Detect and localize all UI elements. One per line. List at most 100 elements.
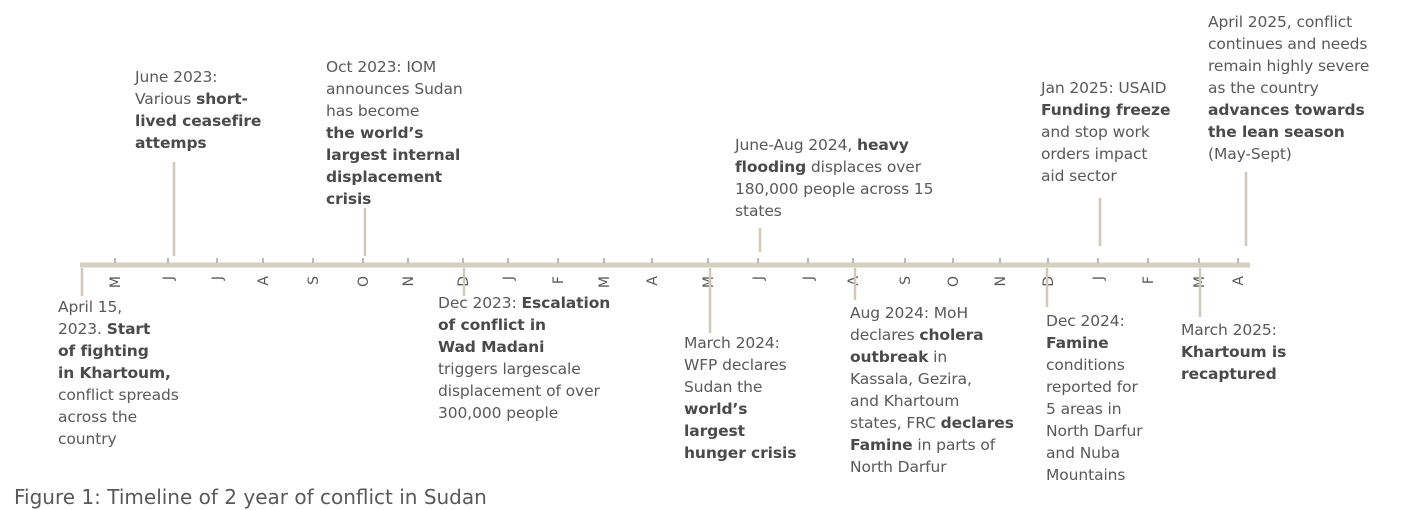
event-text-bold: Funding freeze [1041, 101, 1171, 119]
event-mar-2025: March 2025: Khartoum is recaptured [1181, 319, 1286, 385]
month-label: J [210, 276, 226, 281]
event-text: WFP declares [684, 356, 787, 374]
event-text: April 15, [58, 298, 123, 316]
event-text-bold: Khartoum is [1181, 343, 1287, 361]
month-label: J [751, 276, 767, 281]
event-text: March 2024: [684, 334, 780, 352]
event-text: Jan 2025: USAID [1041, 79, 1167, 97]
event-text: as the country [1208, 79, 1319, 97]
event-text: states [735, 202, 782, 220]
event-oct-2023: Oct 2023: IOM announces Sudan has become th… [326, 56, 463, 210]
event-text-bold: advances towards [1208, 101, 1365, 119]
event-text: North Darfur [850, 458, 947, 476]
event-text: 300,000 people [438, 404, 559, 422]
event-aug-2024: Aug 2024: MoH declares cholera outbreak in… [850, 302, 1014, 478]
event-text-bold: short- [196, 90, 248, 108]
event-text: conditions [1046, 356, 1125, 374]
event-text-bold: displacement [326, 168, 443, 186]
event-text: in parts of [912, 436, 996, 454]
event-jun-aug-2024: June-Aug 2024, heavy flooding displaces o… [735, 134, 934, 222]
event-text-bold: cholera [919, 326, 984, 344]
event-text: (May-Sept) [1208, 145, 1292, 163]
event-text: Dec 2023: [438, 294, 522, 312]
event-text: Sudan the [684, 378, 763, 396]
month-label: O [946, 276, 962, 287]
event-text-bold: of fighting [58, 342, 149, 360]
event-text: declares [850, 326, 920, 344]
month-label: N [401, 276, 417, 286]
event-text: triggers largescale [438, 360, 581, 378]
event-text: displacement of over [438, 382, 600, 400]
event-text: 180,000 people across 15 [735, 180, 934, 198]
figure-caption: Figure 1: Timeline of 2 year of conflict… [14, 485, 487, 509]
event-text-bold: world’s [684, 400, 748, 418]
event-text-bold: crisis [326, 190, 372, 208]
month-label: N [993, 276, 1009, 286]
event-text-bold: attemps [135, 134, 207, 152]
event-text-bold: largest internal [326, 146, 461, 164]
event-text: has become [326, 102, 420, 120]
event-connectors [80, 162, 1248, 333]
event-text: and stop work [1041, 123, 1150, 141]
event-text: announces Sudan [326, 80, 463, 98]
event-text-bold: recaptured [1181, 365, 1277, 383]
event-mar-2024: March 2024: WFP declares Sudan the world’s l… [684, 332, 796, 464]
event-text: in [928, 348, 948, 366]
event-text-bold: Famine [850, 436, 913, 454]
month-label: O [356, 276, 372, 287]
month-label: M [597, 276, 613, 288]
event-dec-2023: Dec 2023: Escalation of conflict in Wad Ma… [438, 292, 610, 424]
event-text-bold: hunger crisis [684, 444, 797, 462]
event-text: Dec 2024: [1046, 312, 1125, 330]
event-text: country [58, 430, 117, 448]
event-text: conflict spreads [58, 386, 179, 404]
month-label: S [306, 276, 322, 285]
event-text: Kassala, Gezira, [850, 370, 972, 388]
event-text: reported for [1046, 378, 1138, 396]
event-text: and Khartoum [850, 392, 960, 410]
month-label: J [161, 276, 177, 281]
event-text: April 2025, conflict [1208, 13, 1353, 31]
event-text: Various [135, 90, 197, 108]
month-labels: MJJASONDJFMAMJJASONDJFMA [108, 276, 1247, 289]
month-label: F [551, 276, 567, 284]
event-text: 2023. [58, 320, 107, 338]
month-ticks [114, 258, 1239, 263]
event-text-bold: the world’s [326, 124, 424, 142]
event-text: states, FRC [850, 414, 941, 432]
month-label: A [645, 276, 661, 286]
event-text: North Darfur [1046, 422, 1143, 440]
event-text: Aug 2024: MoH [850, 304, 969, 322]
month-label: J [1091, 276, 1107, 281]
event-text-bold: flooding [735, 158, 807, 176]
event-text: aid sector [1041, 167, 1117, 185]
event-text: continues and needs [1208, 35, 1368, 53]
event-text-bold: Escalation [521, 294, 611, 312]
event-text-bold: declares [940, 414, 1014, 432]
month-label: S [898, 276, 914, 285]
event-text: Mountains [1046, 466, 1126, 484]
event-text: June-Aug 2024, [735, 136, 858, 154]
event-text: remain highly severe [1208, 57, 1370, 75]
event-apr-2025: April 2025, conflict continues and needs r… [1208, 11, 1369, 165]
event-jun-2023: June 2023: Various short-lived ceasefire a… [135, 66, 261, 154]
event-text-bold: Wad Madani [438, 338, 545, 356]
event-apr-2023: April 15, 2023. Start of fighting in Kharto… [58, 296, 179, 450]
event-text: and Nuba [1046, 444, 1121, 462]
event-text: June 2023: [135, 68, 218, 86]
event-text-bold: in Khartoum, [58, 364, 171, 382]
month-label: F [1141, 276, 1157, 284]
month-label: J [501, 276, 517, 281]
event-text-bold: of conflict in [438, 316, 546, 334]
event-text-bold: Start [106, 320, 151, 338]
month-label: D [1041, 276, 1057, 287]
event-text-bold: the lean season [1208, 123, 1345, 141]
event-text-bold: heavy [857, 136, 909, 154]
month-label: A [1231, 276, 1247, 286]
event-jan-2025: Jan 2025: USAID Funding freeze and stop wo… [1041, 77, 1170, 187]
month-label: M [108, 276, 124, 288]
event-text: displaces over [806, 158, 922, 176]
month-label: J [801, 276, 817, 281]
event-text-bold: outbreak [850, 348, 929, 366]
event-text: orders impact [1041, 145, 1148, 163]
